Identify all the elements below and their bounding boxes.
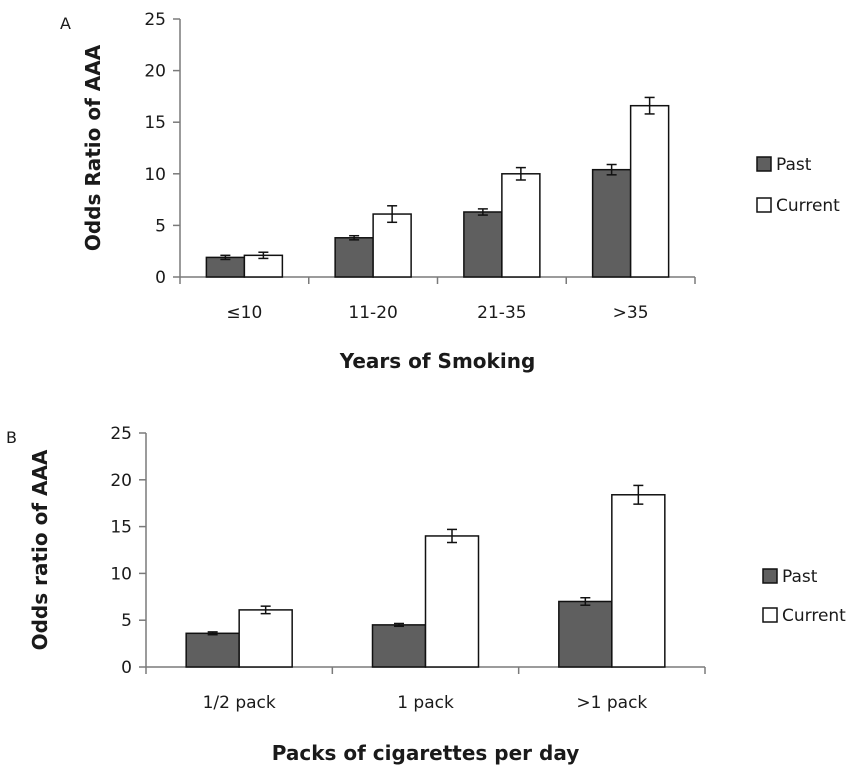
x-axis-title: Packs of cigarettes per day: [272, 741, 580, 765]
x-category-label: ≤10: [226, 303, 262, 323]
x-category-label: 1 pack: [397, 693, 454, 713]
y-axis-title: Odds Ratio of AAA: [81, 44, 105, 251]
legend-swatch-past: [762, 568, 778, 584]
legend-swatch-past: [756, 156, 772, 172]
y-tick-label: 5: [155, 216, 166, 236]
x-axis-title: Years of Smoking: [339, 349, 536, 373]
y-tick-label: 20: [144, 62, 166, 82]
y-tick-label: 10: [110, 564, 132, 584]
bar-current: [424, 535, 480, 668]
y-axis-title: Odds ratio of AAA: [28, 449, 52, 650]
y-tick-label: 25: [144, 10, 166, 30]
y-tick-label: 5: [121, 611, 132, 631]
bar-past: [334, 237, 374, 278]
y-tick-label: 15: [110, 518, 132, 538]
bar-current: [501, 173, 541, 278]
bar-past: [558, 600, 613, 668]
y-tick-label: 0: [155, 268, 166, 288]
panel-label: B: [6, 428, 17, 447]
chart-panel-a: A 0 5 10 15 20 25 ≤10 11-20 21-35 >35 Years of Smok…: [60, 10, 840, 373]
x-category-label: 21-35: [477, 303, 526, 323]
bar-past: [591, 168, 632, 278]
legend-label-current: Current: [782, 606, 846, 626]
y-tick-label: 20: [110, 471, 132, 491]
bar-current: [372, 213, 412, 278]
y-tick-label: 15: [144, 113, 166, 133]
legend-swatch-current: [762, 607, 778, 623]
legend-label-past: Past: [782, 567, 818, 587]
x-category-label: >1 pack: [576, 693, 647, 713]
legend-label-past: Past: [776, 155, 812, 175]
x-category-label: 1/2 pack: [203, 693, 276, 713]
y-tick-label: 10: [144, 165, 166, 185]
bar-current: [238, 609, 293, 668]
panel-label: A: [60, 14, 71, 33]
y-tick-label: 0: [121, 658, 132, 678]
legend-swatch-current: [756, 197, 772, 213]
bar-past: [185, 632, 240, 668]
chart-panel-b: B 0 5 10 15 20 25 1/2 pack 1 pack >1 pack Packs of…: [6, 424, 846, 765]
x-category-label: 11-20: [348, 303, 397, 323]
bar-current: [629, 104, 670, 278]
bar-past: [205, 256, 246, 278]
bar-current: [611, 494, 666, 668]
legend-label-current: Current: [776, 196, 840, 216]
bar-past: [463, 211, 503, 278]
bar-past: [371, 624, 427, 668]
x-category-label: >35: [613, 303, 649, 323]
y-tick-label: 25: [110, 424, 132, 444]
